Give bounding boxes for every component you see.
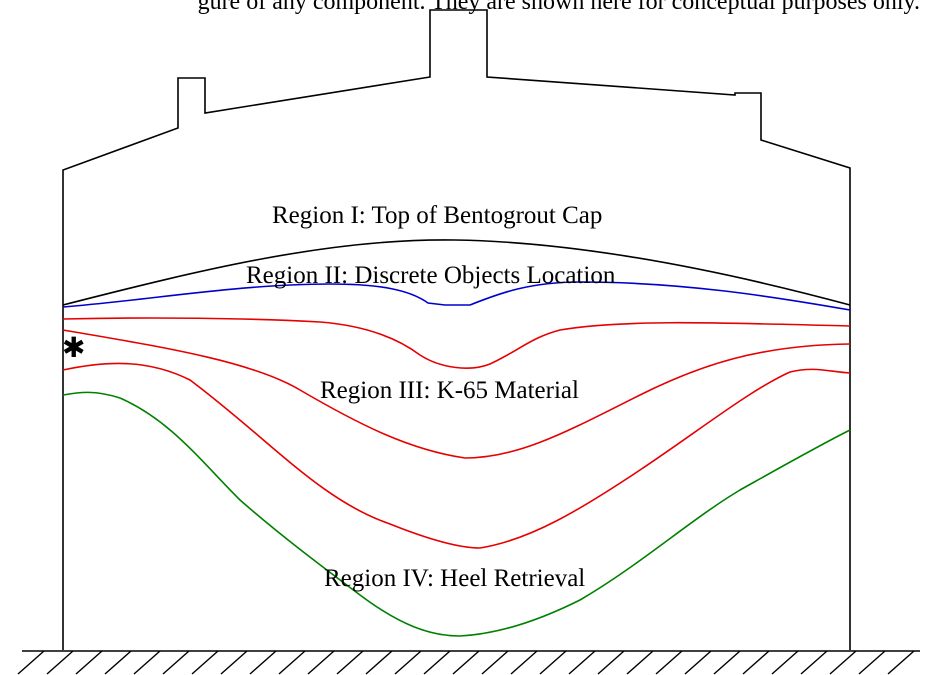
asterisk-marker: ✱ [62, 331, 85, 364]
region-1-label: Region I: Top of Bentogrout Cap [272, 202, 602, 229]
hatch-mark [800, 650, 828, 675]
hatch-mark [307, 650, 335, 675]
discrete-objects-line [62, 281, 851, 311]
hatch-mark [742, 650, 770, 675]
hatch-mark [655, 650, 683, 675]
hatch-mark [46, 650, 74, 675]
silo-outline [62, 9, 851, 650]
hatch-mark [858, 650, 886, 675]
hatch-mark [771, 650, 799, 675]
hatch-mark [336, 650, 364, 675]
hatch-mark [481, 650, 509, 675]
hatch-mark [278, 650, 306, 675]
hatch-mark [133, 650, 161, 675]
region-2-label: Region II: Discrete Objects Location [246, 262, 616, 289]
hatch-mark [684, 650, 712, 675]
hatch-mark [510, 650, 538, 675]
hatch-mark [162, 650, 190, 675]
k65-middle-line [62, 329, 851, 459]
region-3-label: Region III: K-65 Material [320, 377, 579, 404]
hatch-mark [191, 650, 219, 675]
ground-hatching [17, 650, 915, 675]
hatch-mark [829, 650, 857, 675]
region-4-label: Region IV: Heel Retrieval [324, 565, 585, 592]
hatch-mark [365, 650, 393, 675]
heel-retrieval-line [62, 391, 851, 637]
hatch-mark [568, 650, 596, 675]
hatch-mark [452, 650, 480, 675]
hatch-mark [423, 650, 451, 675]
hatch-mark [597, 650, 625, 675]
hatch-mark [249, 650, 277, 675]
hatch-mark [713, 650, 741, 675]
hatch-mark [220, 650, 248, 675]
bentogrout-cap-line [62, 239, 851, 306]
caption-text: gure of any component. They are shown he… [197, 0, 920, 14]
hatch-mark [394, 650, 422, 675]
hatch-mark [104, 650, 132, 675]
k65-lower-line [62, 362, 851, 549]
hatch-mark [887, 650, 915, 675]
hatch-mark [75, 650, 103, 675]
hatch-mark [539, 650, 567, 675]
hatch-mark [626, 650, 654, 675]
hatch-mark [17, 650, 45, 675]
k65-upper-line [62, 317, 851, 369]
